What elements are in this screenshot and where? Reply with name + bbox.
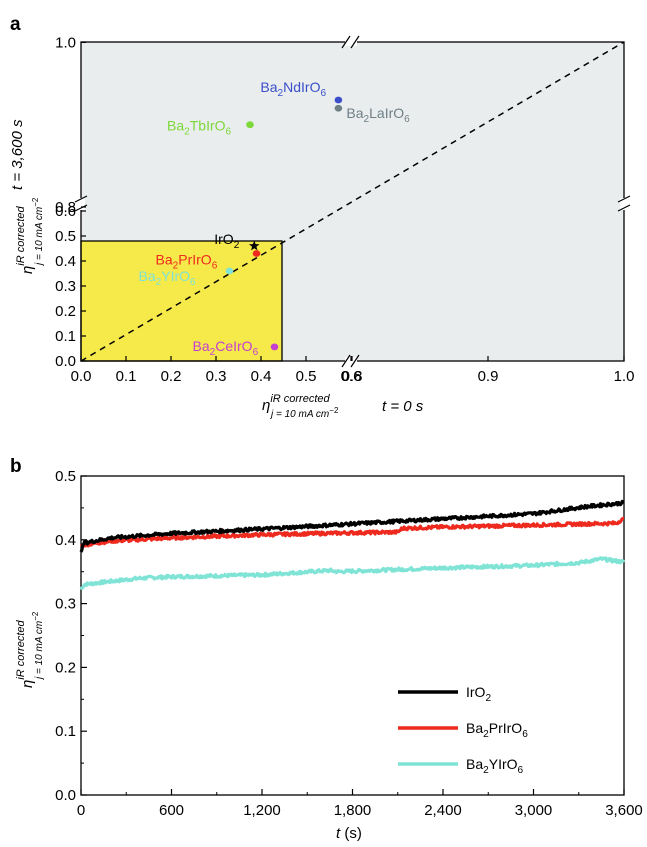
series-line-Ba2YIrO6 [79,556,626,591]
panel-b-y-tick-label: 0.1 [55,723,76,740]
point-Ba2NdIrO6 [334,96,343,104]
point-label-IrO2: IrO2 [214,231,239,251]
panel-b-y-tick-label: 0.0 [55,787,76,804]
panel-b-x-ticks: 0 600 1,200 1,800 2,400 3,000 3,600 [77,789,643,819]
panel-b-y-tick-label: 0.3 [55,596,76,613]
panel-a-y-tick-label: 0.3 [55,278,76,295]
panel-a-y-tick-label: 0.6 [55,203,76,220]
panel-a-right-break-mark [617,195,631,212]
panel-a-y-tick-label: 0.2 [55,303,76,320]
panel-a-y-axis-time: t = 3,600 s [9,119,26,190]
point-label-Ba2CeIrO6: Ba2CeIrO6 [193,338,259,358]
panel-a-y-tick-label: 1.0 [55,34,76,51]
svg-text:t = 3,600 s: t = 3,600 s [9,119,26,190]
panel-a-left-break-mark [74,195,88,212]
svg-text:ηiR corrected: ηiR corrected [15,205,36,274]
panel-b-x-tick-label: 3,600 [605,802,643,819]
legend-label-IrO2: IrO2 [466,684,491,704]
panel-a-right-break-gap [620,198,628,210]
panel-b-series [79,499,626,591]
point-IrO2 [249,240,260,251]
panel-a-bottom-break-mark [341,354,360,368]
panel-b-y-tick-label: 0.2 [55,659,76,676]
point-label-Ba2NdIrO6: Ba2NdIrO6 [260,79,326,99]
legend-label-Ba2PrIrO6: Ba2PrIrO6 [466,720,528,740]
panel-a-y-tick-label: 0.1 [55,328,76,345]
point-label-Ba2TbIrO6: Ba2TbIrO6 [167,118,232,138]
panel-a-x-tick-label: 0.6 [341,368,362,385]
point-Ba2LaIrO6 [334,104,343,112]
panel-a-x-tick-label: 1.0 [614,368,635,385]
panel-b-x-tick-label: 0 [77,802,85,819]
point-Ba2TbIrO6 [246,121,254,129]
panel-a-y-tick-label: 0.0 [55,353,76,370]
panel-a-x-axis-sub: j = 10 mA cm−2 [269,406,339,420]
point-Ba2PrIrO6 [252,250,261,257]
panel-a-x-axis-time: t = 0 s [382,398,424,415]
panel-a-points: Ba2NdIrO6 Ba2LaIrO6 Ba2TbIrO6 Ba2CeIrO6 IrO2… [139,79,411,358]
panel-b-label: b [10,456,22,477]
panel-a-top-break-gap [345,38,357,46]
panel-a-y-axis-label: ηiR corrected j = 10 mA cm−2 [15,197,45,274]
panel-a-left-break-gap [77,198,85,210]
panel-b-x-tick-label: 2,400 [424,802,462,819]
point-Ba2CeIrO6 [270,343,279,351]
panel-a-x-tick-label: 0.3 [206,368,227,385]
point-label-Ba2LaIrO6: Ba2LaIrO6 [346,105,410,125]
panel-a-x-tick-label: 0.2 [161,368,182,385]
panel-a-x-tick-label: 0.4 [251,368,272,385]
svg-text:j = 10 mA cm−2: j = 10 mA cm−2 [31,197,45,267]
panel-b-x-tick-label: 600 [159,802,184,819]
panel-a-x-tick-label: 0.1 [116,368,137,385]
point-label-Ba2PrIrO6: Ba2PrIrO6 [156,252,218,272]
svg-text:ηiR corrected: ηiR corrected [15,619,36,688]
panel-b-x-tick-label: 3,000 [515,802,553,819]
panel-b-legend: IrO2 Ba2PrIrO6 Ba2YIrO6 [398,684,528,776]
panel-a-x-axis-label: ηiR corrected [262,393,331,414]
panel-a-highlight-region [80,240,283,362]
panel-a-y-ticks: 0.0 0.1 0.2 0.3 0.4 0.5 0.60.8 1.0 [55,34,86,370]
panel-a-y-tick-label: 0.4 [55,253,76,270]
panel-a-plot-area: 0.0 0.1 0.2 0.3 0.4 0.5 0.60.8 0.9 1.0 0.00.10.2… [55,34,634,385]
panel-a-x-eta-sup: iR corrected [270,393,330,405]
panel-a-y-tick-label: 0.5 [55,228,76,245]
panel-a-top-break-mark [341,35,360,49]
series-line-Ba2PrIrO6 [79,516,625,549]
point-Ba2YIrO6 [225,267,234,275]
panel-a-parity-line [80,41,625,362]
svg-text:j = 10 mA cm−2: j = 10 mA cm−2 [31,611,45,681]
panel-b-y-tick-label: 0.5 [55,468,76,485]
panel-a-x-tick-label: 0.9 [478,368,499,385]
panel-a-x-tick-label: 0.0 [71,368,92,385]
panel-b-y-tick-label: 0.4 [55,532,76,549]
panel-a-x-tick-label: 0.8 [342,368,363,385]
panel-b-y-ticks: 0.0 0.1 0.2 0.3 0.4 0.5 [55,468,87,804]
panel-a-y-eta-sup: iR corrected [15,205,27,265]
panel-b-y-axis-label: ηiR corrected j = 10 mA cm−2 [15,611,45,688]
panel-b-x-axis-label: t (s) [336,825,362,842]
panel-b-plot-area: 0 600 1,200 1,800 2,400 3,000 3,600 0.00.10.20… [55,468,643,819]
panel-a-x-ticks: 0.0 0.1 0.2 0.3 0.4 0.5 0.60.8 0.9 1.0 [71,356,635,385]
panel-a-label: a [10,14,21,35]
series-line-IrO2 [79,499,625,553]
legend-label-Ba2YIrO6: Ba2YIrO6 [466,756,524,776]
panel-a-x-tick-label: 0.5 [296,368,317,385]
panel-a-y-tick-label: 0.8 [55,199,76,216]
panel-b-x-tick-label: 1,200 [243,802,281,819]
point-label-Ba2YIrO6: Ba2YIrO6 [139,268,197,288]
panel-b-x-tick-label: 1,800 [334,802,372,819]
